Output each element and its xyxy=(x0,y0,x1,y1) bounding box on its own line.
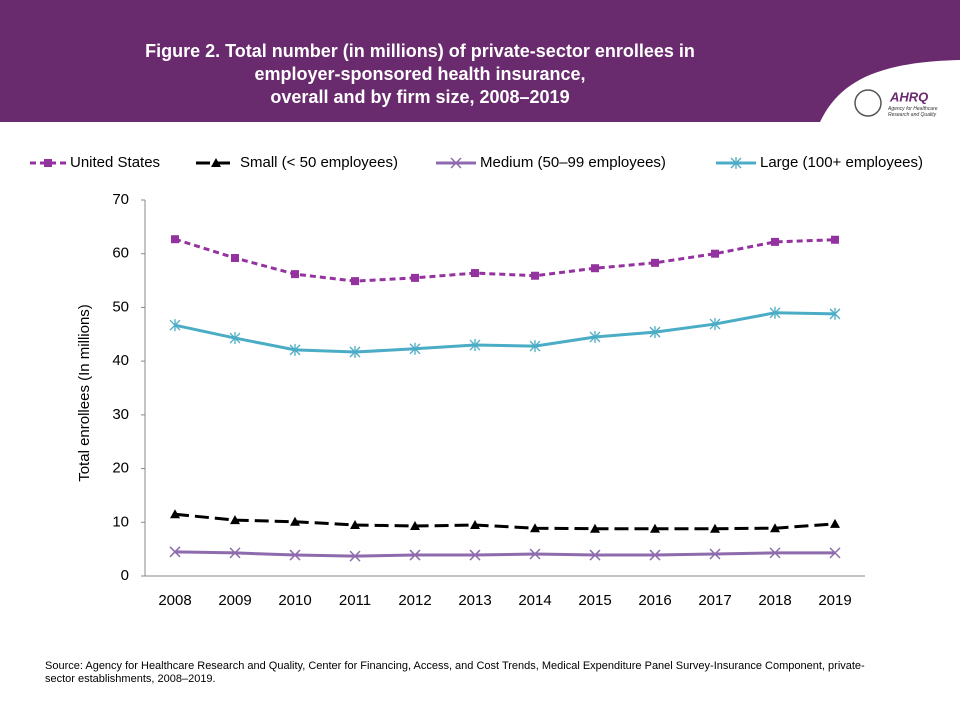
data-point xyxy=(531,271,539,280)
data-point xyxy=(651,258,659,267)
data-point xyxy=(169,319,181,332)
data-point xyxy=(769,306,781,319)
x-tick-label: 2009 xyxy=(218,592,251,609)
chart-title: Figure 2. Total number (in millions) of … xyxy=(145,41,695,107)
x-tick-label: 2019 xyxy=(818,592,851,609)
data-point xyxy=(290,516,300,526)
data-point xyxy=(171,235,179,244)
logo-subtitle: Agency for Healthcare Research and Quali… xyxy=(888,106,938,118)
series-line xyxy=(174,512,836,531)
data-point xyxy=(229,332,241,345)
data-point xyxy=(289,549,301,561)
data-point xyxy=(229,547,241,559)
data-point xyxy=(829,547,841,559)
data-point xyxy=(349,346,361,359)
series-line xyxy=(174,237,836,283)
data-point xyxy=(411,273,419,282)
data-point xyxy=(649,549,661,561)
header-band xyxy=(0,0,960,122)
y-tick-label: 70 xyxy=(112,191,129,208)
data-point xyxy=(770,523,780,533)
data-point xyxy=(769,547,781,559)
data-point xyxy=(471,269,479,278)
data-point xyxy=(650,523,660,533)
data-point xyxy=(169,546,181,558)
data-point xyxy=(771,237,779,246)
data-point xyxy=(469,339,481,352)
data-point xyxy=(230,515,240,525)
data-point xyxy=(529,340,541,353)
data-point xyxy=(470,519,480,529)
data-point xyxy=(409,342,421,355)
data-point xyxy=(709,548,721,560)
y-tick-label: 40 xyxy=(112,352,129,369)
series-line xyxy=(174,550,835,558)
data-point xyxy=(351,277,359,286)
data-point xyxy=(710,523,720,533)
source-note: Source: Agency for Healthcare Research a… xyxy=(45,660,865,685)
y-tick-label: 50 xyxy=(112,298,129,315)
y-tick-label: 60 xyxy=(112,245,129,262)
x-tick-label: 2014 xyxy=(518,592,551,609)
logo-name: AHRQ xyxy=(889,89,928,104)
x-tick-label: 2015 xyxy=(578,592,611,609)
legend-label: Medium (50–99 employees) xyxy=(480,154,666,171)
data-point xyxy=(590,523,600,533)
data-point xyxy=(291,270,299,279)
legend-marker xyxy=(730,157,742,169)
data-point xyxy=(170,509,180,519)
legend-marker xyxy=(450,157,462,169)
data-point xyxy=(410,521,420,531)
data-point xyxy=(409,549,421,561)
y-tick-label: 20 xyxy=(112,460,129,477)
legend-label: Small (< 50 employees) xyxy=(240,154,398,171)
hhs-emblem xyxy=(854,89,882,117)
data-point xyxy=(289,343,301,356)
data-point xyxy=(591,264,599,273)
x-tick-label: 2011 xyxy=(339,592,371,609)
y-tick-label: 10 xyxy=(112,513,129,530)
x-tick-label: 2016 xyxy=(638,592,671,609)
data-point xyxy=(231,254,239,263)
y-axis-title: Total enrollees (In millions) xyxy=(76,304,93,482)
logo-subtitle-box: Agency for Healthcare Research and Quali… xyxy=(888,106,938,118)
data-point xyxy=(530,523,540,533)
data-point xyxy=(649,326,661,339)
data-point xyxy=(829,307,841,320)
y-tick-label: 0 xyxy=(121,567,129,584)
legend-label: Large (100+ employees) xyxy=(760,154,923,171)
data-point xyxy=(709,318,721,331)
x-tick-label: 2010 xyxy=(278,592,311,609)
x-tick-label: 2017 xyxy=(698,592,731,609)
legend-marker xyxy=(211,158,221,167)
x-tick-label: 2018 xyxy=(758,592,791,609)
y-tick-label: 30 xyxy=(112,406,129,423)
data-point xyxy=(349,550,361,562)
data-point xyxy=(589,549,601,561)
data-point xyxy=(830,518,840,528)
legend-marker xyxy=(44,159,52,167)
x-tick-label: 2013 xyxy=(458,592,491,609)
data-point xyxy=(711,249,719,258)
data-point xyxy=(831,235,839,244)
series-line xyxy=(174,311,836,354)
data-point xyxy=(529,548,541,560)
data-point xyxy=(589,330,601,343)
data-point xyxy=(469,549,481,561)
data-point xyxy=(350,519,360,529)
x-tick-label: 2012 xyxy=(398,592,431,609)
legend-label: United States xyxy=(70,154,160,171)
x-tick-label: 2008 xyxy=(158,592,191,609)
